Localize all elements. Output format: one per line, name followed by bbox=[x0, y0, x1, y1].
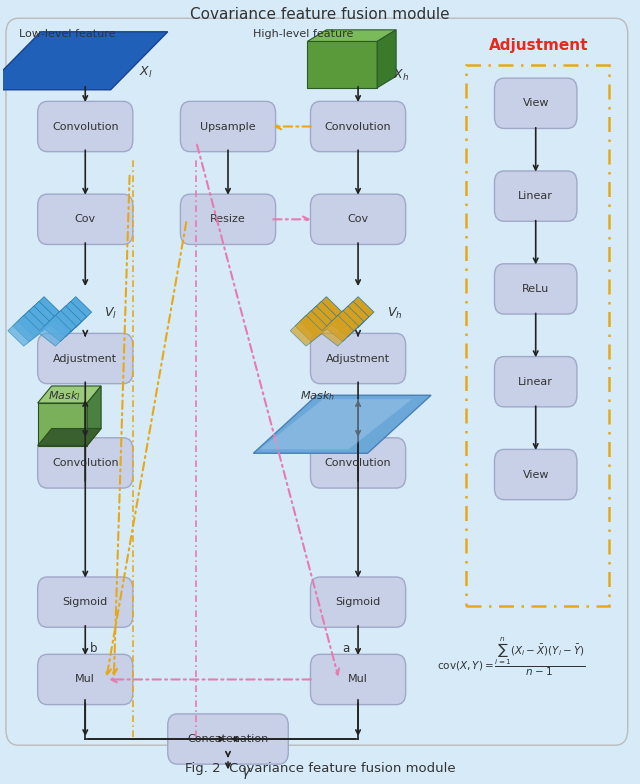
Text: View: View bbox=[522, 470, 549, 480]
FancyBboxPatch shape bbox=[495, 263, 577, 314]
Text: Concatenation: Concatenation bbox=[188, 734, 269, 744]
Text: Fig. 2  Covariance feature fusion module: Fig. 2 Covariance feature fusion module bbox=[185, 762, 455, 775]
Text: $X_l$: $X_l$ bbox=[139, 65, 153, 80]
Polygon shape bbox=[38, 429, 101, 445]
Text: Convolution: Convolution bbox=[324, 122, 392, 132]
FancyBboxPatch shape bbox=[310, 655, 406, 705]
Text: Linear: Linear bbox=[518, 191, 553, 201]
FancyBboxPatch shape bbox=[38, 655, 133, 705]
Polygon shape bbox=[253, 395, 431, 453]
Text: Sigmoid: Sigmoid bbox=[63, 597, 108, 607]
Polygon shape bbox=[305, 301, 369, 332]
Polygon shape bbox=[0, 32, 168, 90]
Text: High-level feature: High-level feature bbox=[253, 29, 354, 38]
FancyBboxPatch shape bbox=[38, 101, 133, 151]
FancyBboxPatch shape bbox=[310, 333, 406, 383]
FancyBboxPatch shape bbox=[38, 437, 133, 488]
Polygon shape bbox=[260, 399, 412, 449]
FancyBboxPatch shape bbox=[180, 101, 276, 151]
FancyBboxPatch shape bbox=[495, 78, 577, 129]
Text: Low-level feature: Low-level feature bbox=[19, 29, 115, 38]
FancyBboxPatch shape bbox=[495, 357, 577, 407]
FancyBboxPatch shape bbox=[495, 171, 577, 221]
Polygon shape bbox=[295, 310, 358, 342]
FancyBboxPatch shape bbox=[38, 333, 133, 383]
FancyBboxPatch shape bbox=[310, 194, 406, 245]
Polygon shape bbox=[87, 386, 101, 445]
Text: View: View bbox=[522, 98, 549, 108]
Polygon shape bbox=[38, 403, 87, 445]
Text: Sigmoid: Sigmoid bbox=[335, 597, 381, 607]
Text: b: b bbox=[90, 642, 98, 655]
Text: $X_h$: $X_h$ bbox=[393, 68, 409, 83]
Polygon shape bbox=[300, 306, 364, 337]
Polygon shape bbox=[307, 42, 377, 88]
FancyBboxPatch shape bbox=[6, 18, 628, 746]
Text: $\mathrm{cov}(X,Y) = \dfrac{\sum_{i=1}^{n}(X_i-\bar{X})(Y_i-\bar{Y})}{n-1}$: $\mathrm{cov}(X,Y) = \dfrac{\sum_{i=1}^{… bbox=[437, 635, 586, 677]
Text: Covariance feature fusion module: Covariance feature fusion module bbox=[190, 7, 450, 22]
Text: Cov: Cov bbox=[348, 214, 369, 224]
Polygon shape bbox=[310, 296, 374, 328]
FancyBboxPatch shape bbox=[168, 714, 288, 764]
Text: Mul: Mul bbox=[348, 674, 368, 684]
Text: Linear: Linear bbox=[518, 377, 553, 387]
FancyBboxPatch shape bbox=[38, 194, 133, 245]
FancyBboxPatch shape bbox=[38, 577, 133, 627]
Polygon shape bbox=[307, 30, 396, 42]
Polygon shape bbox=[18, 306, 81, 337]
Polygon shape bbox=[8, 315, 71, 347]
Text: $\gamma$: $\gamma$ bbox=[241, 765, 252, 781]
Text: Cov: Cov bbox=[75, 214, 96, 224]
Text: $Mask_h$: $Mask_h$ bbox=[300, 389, 335, 402]
Text: Adjustment: Adjustment bbox=[53, 354, 117, 364]
Polygon shape bbox=[38, 386, 101, 403]
Text: Convolution: Convolution bbox=[52, 122, 118, 132]
Text: Mul: Mul bbox=[76, 674, 95, 684]
FancyBboxPatch shape bbox=[310, 437, 406, 488]
Text: $V_l$: $V_l$ bbox=[104, 306, 117, 321]
FancyBboxPatch shape bbox=[310, 577, 406, 627]
Text: Convolution: Convolution bbox=[324, 458, 392, 468]
Text: Adjustment: Adjustment bbox=[489, 38, 589, 53]
Text: Resize: Resize bbox=[210, 214, 246, 224]
Polygon shape bbox=[377, 30, 396, 88]
Text: $V_h$: $V_h$ bbox=[387, 306, 402, 321]
Polygon shape bbox=[290, 315, 354, 347]
FancyBboxPatch shape bbox=[180, 194, 276, 245]
Text: $Mask_l$: $Mask_l$ bbox=[49, 389, 81, 402]
Polygon shape bbox=[28, 296, 92, 328]
Polygon shape bbox=[13, 310, 76, 342]
FancyBboxPatch shape bbox=[310, 101, 406, 151]
Polygon shape bbox=[23, 301, 86, 332]
Text: Upsample: Upsample bbox=[200, 122, 256, 132]
Text: Adjustment: Adjustment bbox=[326, 354, 390, 364]
Text: a: a bbox=[342, 642, 349, 655]
FancyBboxPatch shape bbox=[495, 449, 577, 499]
Text: ReLu: ReLu bbox=[522, 284, 549, 294]
Text: Convolution: Convolution bbox=[52, 458, 118, 468]
